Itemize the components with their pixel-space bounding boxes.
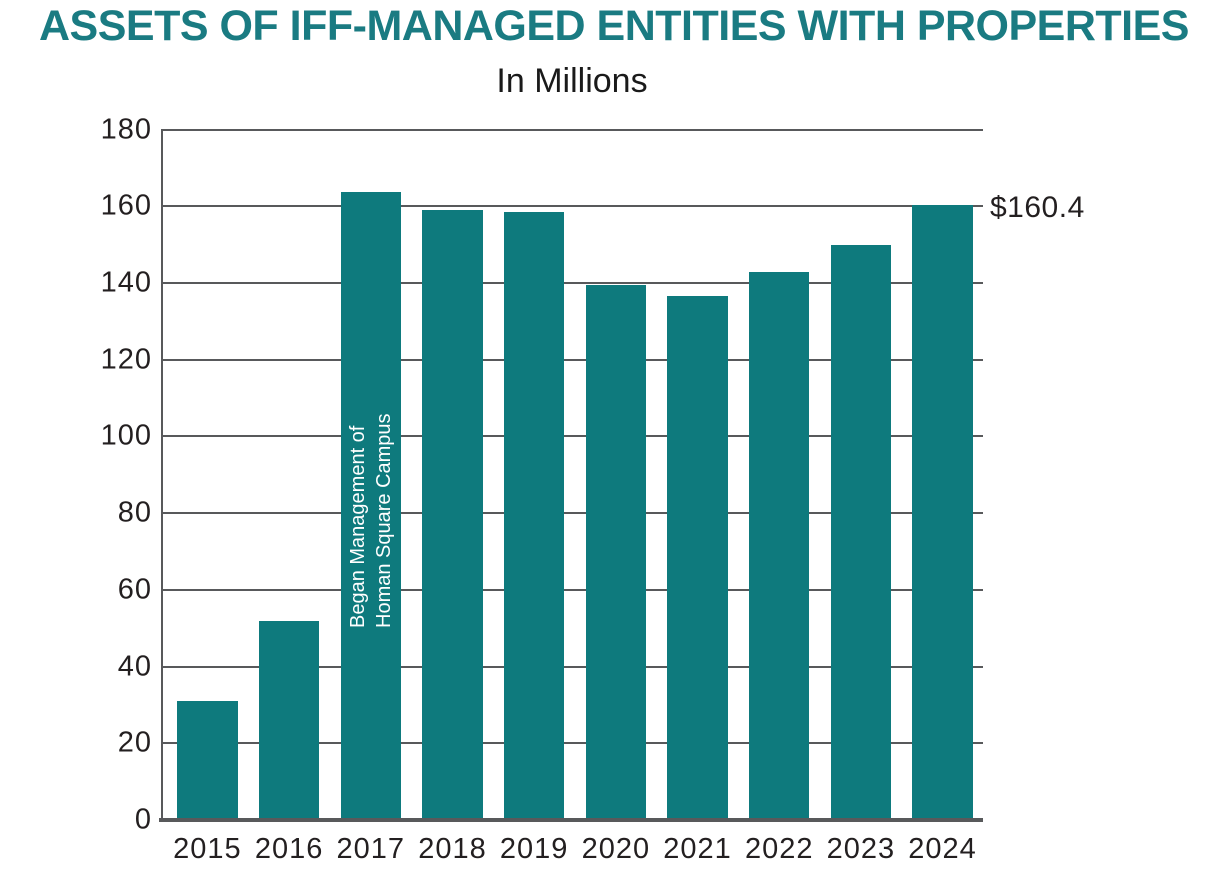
gridline-120 bbox=[161, 358, 983, 361]
x-tick-label-2022: 2022 bbox=[744, 833, 814, 865]
x-tick-label-2016: 2016 bbox=[254, 833, 324, 865]
bar-2019 bbox=[504, 211, 565, 818]
gridline-100 bbox=[161, 435, 983, 438]
bar-2015 bbox=[177, 701, 238, 818]
chart-title: ASSETS OF IFF-MANAGED ENTITIES WITH PROP… bbox=[39, 2, 1190, 50]
gridline-40 bbox=[161, 665, 983, 668]
y-tick-label-120: 120 bbox=[100, 343, 152, 376]
x-tick-label-2018: 2018 bbox=[418, 833, 487, 865]
gridline-60 bbox=[161, 588, 983, 591]
y-tick-label-140: 140 bbox=[100, 266, 152, 299]
gridline-180 bbox=[161, 128, 983, 131]
bar-2021 bbox=[667, 295, 728, 818]
y-tick-label-40: 40 bbox=[117, 650, 152, 683]
bar-2018 bbox=[422, 209, 483, 818]
bar-annotation: Began Management of Homan Square Campus bbox=[345, 378, 397, 628]
x-tick-label-2023: 2023 bbox=[826, 833, 896, 865]
y-tick-label-60: 60 bbox=[117, 573, 152, 606]
gridline-160 bbox=[161, 205, 983, 208]
gridline-80 bbox=[161, 512, 983, 515]
y-tick-label-20: 20 bbox=[117, 726, 152, 759]
gridline-140 bbox=[161, 281, 983, 284]
x-axis-line bbox=[159, 818, 983, 822]
y-tick-label-100: 100 bbox=[100, 419, 152, 452]
bar-2017 bbox=[340, 192, 401, 818]
bar-annotation-line-2: Homan Square Campus bbox=[372, 413, 395, 628]
bar-annotation-line-1: Began Management of bbox=[346, 425, 369, 628]
bar-value-label: $160.4 bbox=[990, 190, 1085, 224]
bar-2023 bbox=[830, 244, 892, 818]
y-tick-label-180: 180 bbox=[100, 113, 152, 145]
x-tick-label-2020: 2020 bbox=[581, 833, 651, 865]
x-tick-label-2024: 2024 bbox=[908, 833, 977, 865]
x-tick-label-2021: 2021 bbox=[663, 833, 732, 865]
bar-2022 bbox=[749, 271, 810, 818]
x-tick-label-2017: 2017 bbox=[336, 833, 406, 865]
bar-2020 bbox=[585, 284, 646, 818]
y-tick-label-80: 80 bbox=[117, 496, 152, 529]
bar-2016 bbox=[258, 621, 320, 818]
bar-2024 bbox=[912, 204, 973, 818]
gridline-20 bbox=[161, 742, 983, 745]
x-tick-label-2015: 2015 bbox=[173, 833, 242, 865]
y-axis-line bbox=[161, 128, 163, 820]
y-tick-label-160: 160 bbox=[100, 189, 152, 222]
x-tick-label-2019: 2019 bbox=[499, 833, 569, 865]
y-tick-label-0: 0 bbox=[134, 803, 152, 836]
chart-subtitle: In Millions bbox=[496, 62, 648, 100]
